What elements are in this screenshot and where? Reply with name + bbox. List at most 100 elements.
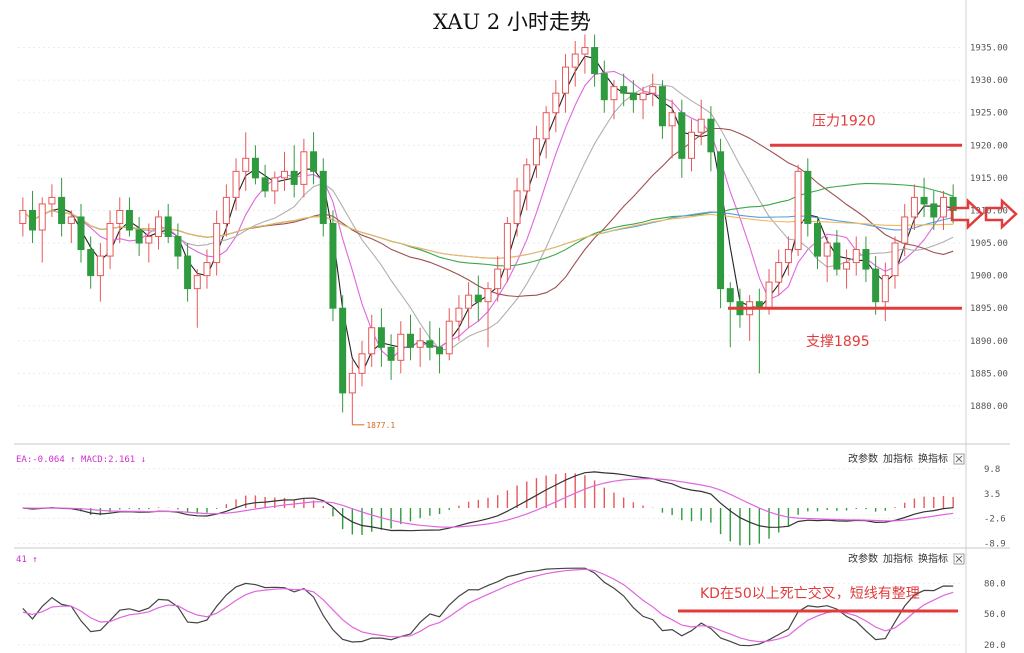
candle-body <box>484 288 492 303</box>
price-tick-label: 1915.00 <box>970 174 1008 184</box>
candle-body <box>726 288 734 303</box>
macd-header: EA:-0.064 ↑ MACD:2.161 ↓ <box>16 455 146 465</box>
price-tick-label: 1935.00 <box>970 44 1008 54</box>
price-tick-label: 1885.00 <box>970 369 1008 379</box>
macd-gridlines: 9.8 3.5 -2.6 -8.9 <box>18 465 1006 550</box>
candle-body <box>280 170 288 179</box>
kd-tick-label: 20.0 <box>984 641 1006 651</box>
kd-add-indicator-button[interactable]: 加指标 <box>883 552 913 565</box>
candle-body <box>203 262 211 277</box>
candle-body <box>872 268 880 303</box>
low-marker-label: 1877.1 <box>366 421 395 430</box>
candle-body <box>765 281 773 309</box>
candle-body <box>930 203 938 218</box>
candle-body <box>319 170 327 224</box>
kd-gridlines: 20.0 50.0 80.0 <box>18 579 1006 651</box>
moving-average-line <box>22 182 954 267</box>
candle-body <box>532 138 540 166</box>
kd-close-icon[interactable] <box>953 553 965 565</box>
macd-tick-label: 9.8 <box>984 465 1000 475</box>
candle-body <box>629 92 637 101</box>
candle-body <box>358 353 366 374</box>
candle-body <box>465 294 473 309</box>
candle-body <box>455 307 463 322</box>
macd-tick-label: -8.9 <box>984 540 1006 550</box>
macd-histogram <box>22 471 954 546</box>
candle-body <box>329 222 337 309</box>
kd-edit-params-button[interactable]: 改参数 <box>848 552 878 565</box>
candle-body <box>804 170 812 224</box>
price-tick-label: 1900.00 <box>970 272 1008 282</box>
candle-body <box>116 209 124 224</box>
candle-body <box>775 262 783 283</box>
kd-tick-label: 80.0 <box>984 579 1006 589</box>
macd-close-icon[interactable] <box>953 453 965 465</box>
candle-body <box>717 151 725 290</box>
candle-body <box>562 66 570 94</box>
candle-body <box>891 242 899 277</box>
candle-body <box>135 229 143 244</box>
candle-body <box>242 157 250 172</box>
kd-annotation: KD在50以上死亡交叉，短线有整理 <box>700 585 920 602</box>
price-tick-label: 1880.00 <box>970 402 1008 412</box>
candle-body <box>823 242 831 257</box>
price-tick-label: 1910.00 <box>970 206 1008 216</box>
candle-body <box>862 249 870 270</box>
candle-body <box>794 170 802 251</box>
resistance-label: 压力1920 <box>812 113 876 129</box>
candle-body <box>552 92 560 114</box>
candle-body <box>261 177 269 192</box>
candle-body <box>610 86 618 101</box>
candle-body <box>406 333 414 348</box>
candle-body <box>19 209 27 224</box>
moving-average-line <box>22 209 954 259</box>
candle-body <box>155 216 163 238</box>
macd-add-indicator-button[interactable]: 加指标 <box>883 452 913 465</box>
candle-body <box>426 340 434 348</box>
candle-body <box>290 170 298 185</box>
price-tick-label: 1895.00 <box>970 304 1008 314</box>
kd-header: 41 ↑ <box>16 555 38 565</box>
candle-body <box>174 236 182 257</box>
candle-body <box>901 216 909 244</box>
candle-body <box>348 372 356 394</box>
candle-body <box>513 190 521 224</box>
candle-body <box>600 73 608 101</box>
price-tick-label: 1890.00 <box>970 337 1008 347</box>
candle-body <box>523 164 531 192</box>
macd-edit-params-button[interactable]: 改参数 <box>848 452 878 465</box>
price-tick-label: 1905.00 <box>970 239 1008 249</box>
candle-body <box>29 209 37 231</box>
candle-body <box>813 222 821 257</box>
macd-tick-label: -2.6 <box>984 514 1006 524</box>
candle-body <box>494 268 502 290</box>
candle-body <box>368 327 376 355</box>
candle-body <box>48 196 56 205</box>
candle-body <box>416 340 424 348</box>
candle-body <box>881 275 889 303</box>
candle-body <box>843 262 851 270</box>
candle-body <box>688 131 696 159</box>
candle-body <box>445 320 453 355</box>
candle-body <box>67 216 75 224</box>
candle-body <box>184 255 192 290</box>
kd-tick-label: 50.0 <box>984 610 1006 620</box>
candle-body <box>106 222 114 257</box>
candle-body <box>784 249 792 264</box>
candle-body <box>542 112 550 140</box>
candle-body <box>707 118 715 153</box>
candle-body <box>436 346 444 355</box>
macd-switch-indicator-button[interactable]: 换指标 <box>918 452 948 465</box>
macd-line <box>22 478 954 528</box>
kd-switch-indicator-button[interactable]: 换指标 <box>918 552 948 565</box>
macd-tick-label: 3.5 <box>984 490 1000 500</box>
candle-body <box>77 216 85 251</box>
candle-body <box>300 151 308 185</box>
candle-body <box>310 151 318 172</box>
price-tick-label: 1925.00 <box>970 109 1008 119</box>
candle-body <box>222 196 230 224</box>
candle-body <box>397 333 405 361</box>
price-tick-label: 1920.00 <box>970 141 1008 151</box>
candle-body <box>658 86 666 127</box>
candle-body <box>639 92 647 101</box>
